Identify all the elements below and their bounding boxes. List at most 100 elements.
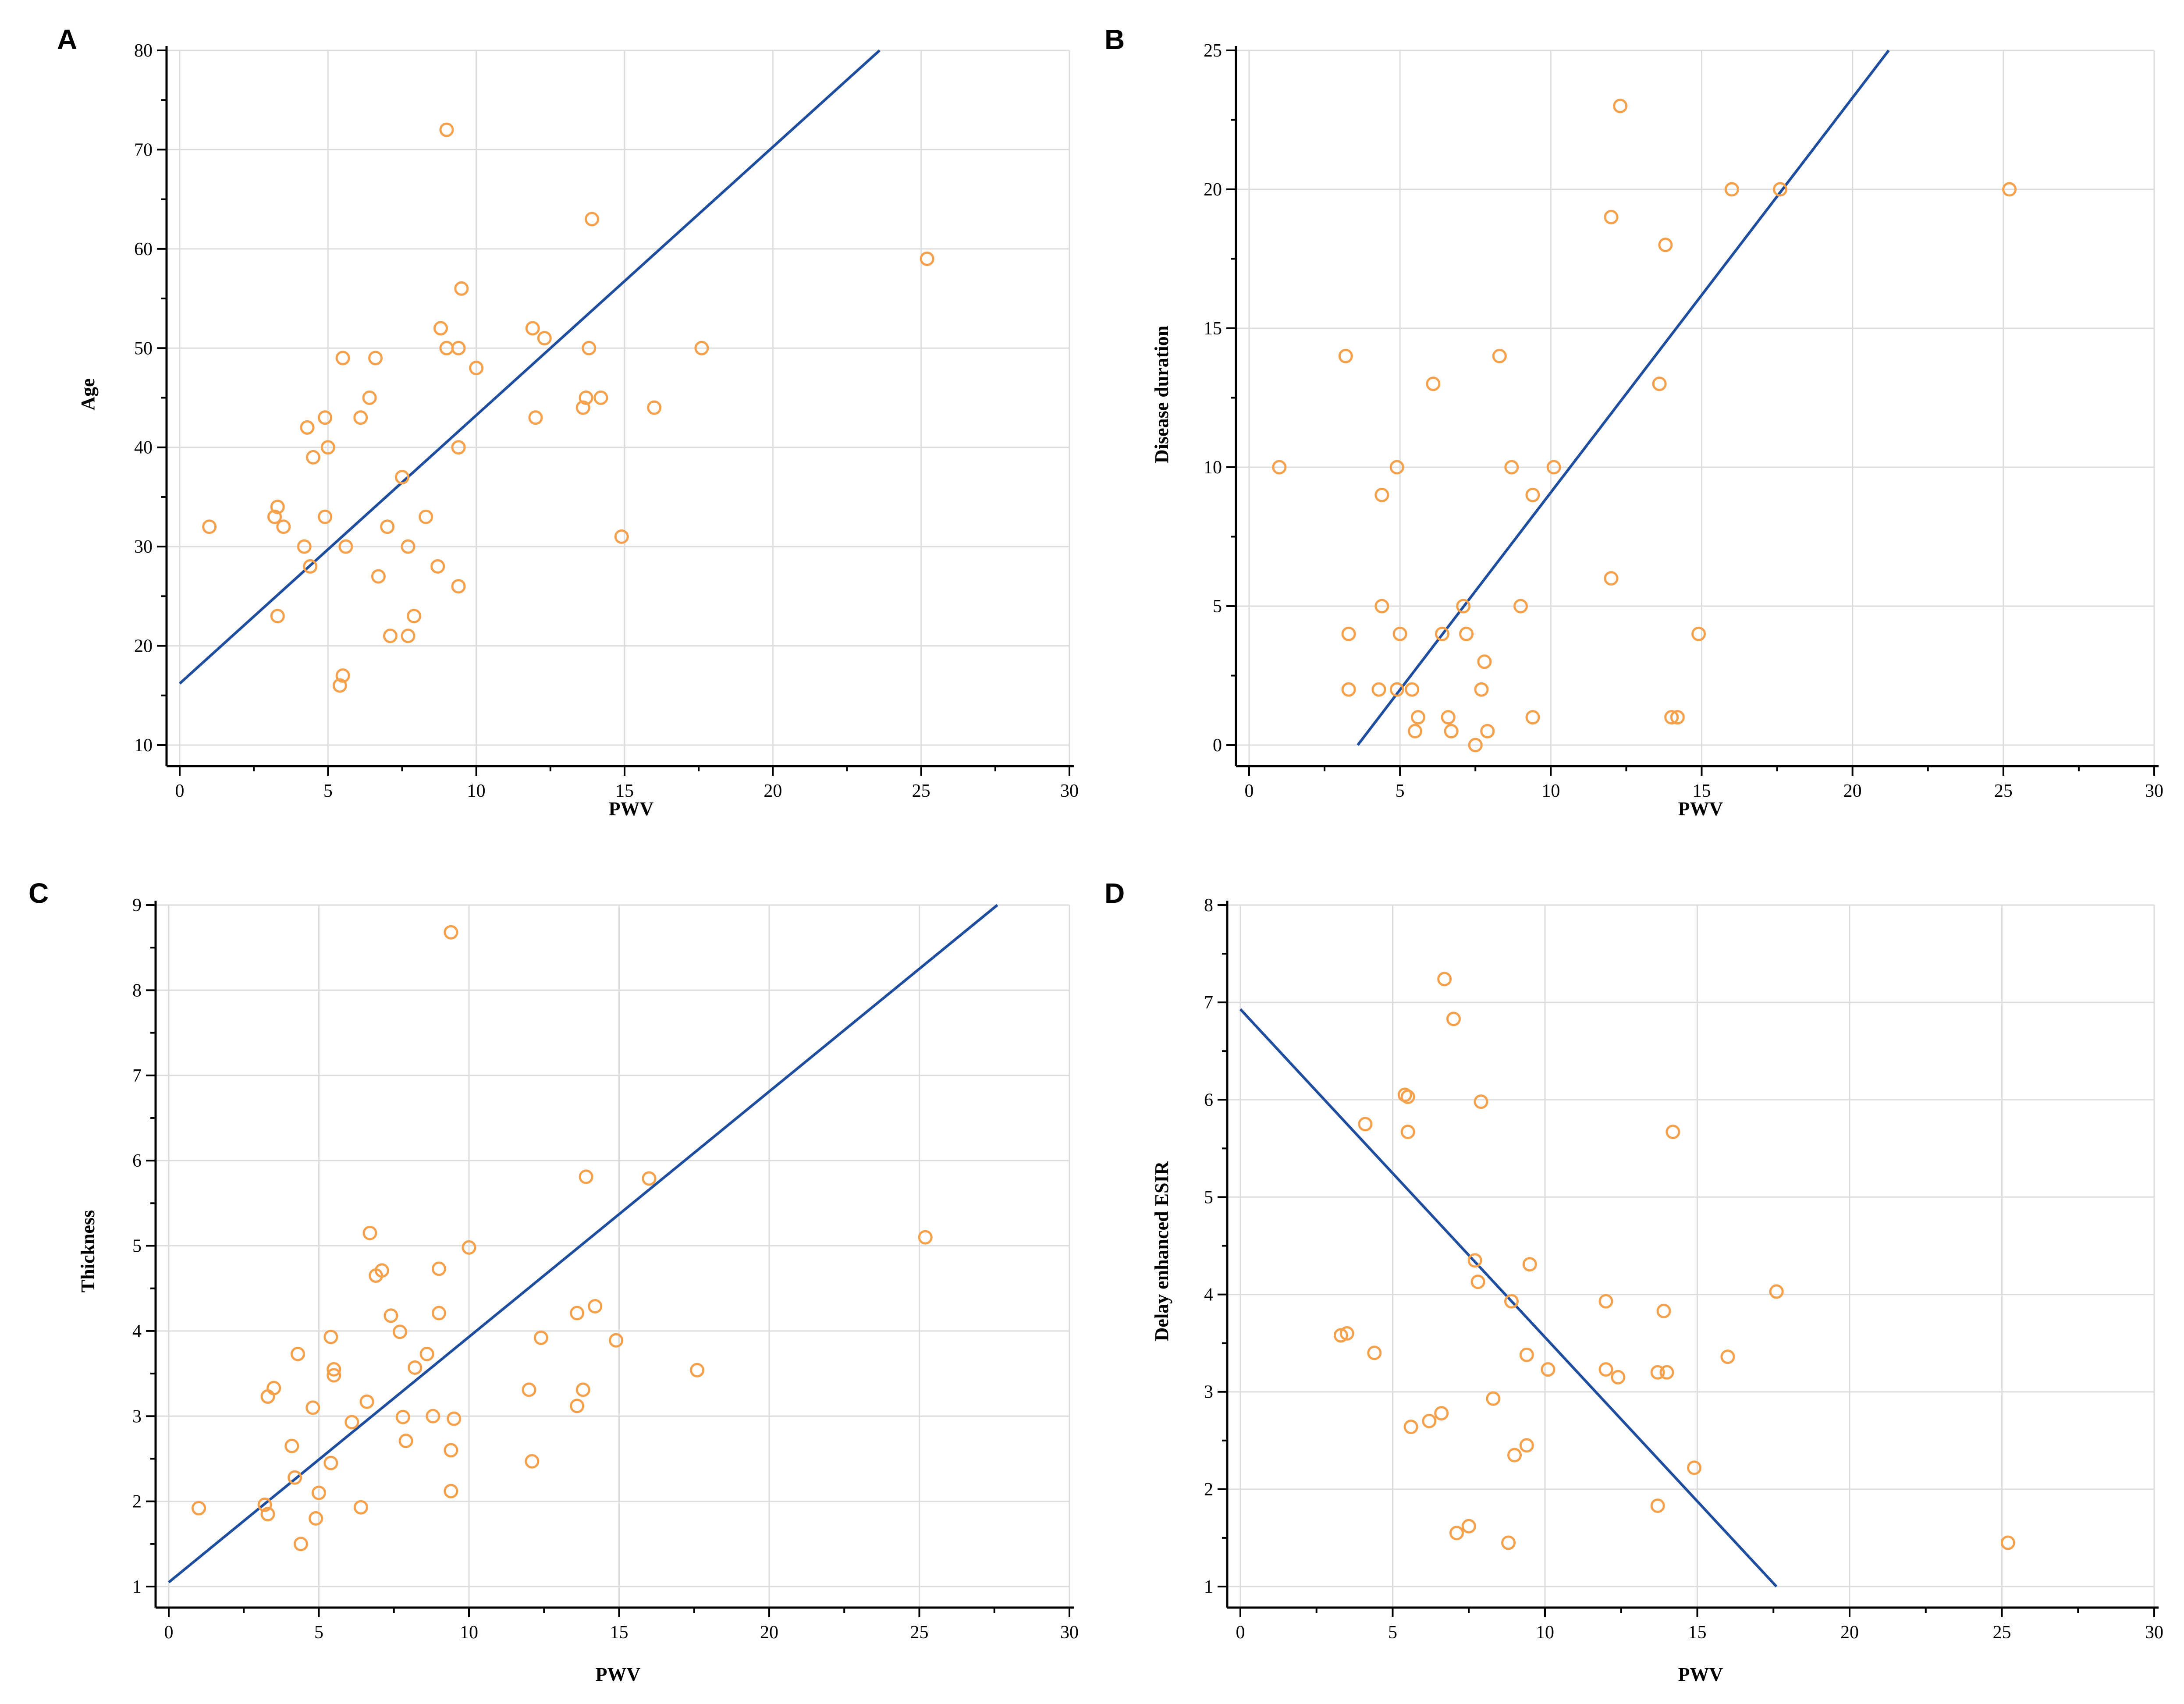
panel-a-data-point (353, 410, 368, 425)
panel-d-data-point (1519, 1438, 1534, 1453)
panel-c-data-point (260, 1507, 275, 1522)
panel-c-data-point (462, 1240, 476, 1255)
panel-c-data-point (522, 1382, 536, 1397)
panel-c-y-tick-label: 6 (132, 1151, 142, 1171)
panel-d-data-point (1659, 1365, 1674, 1380)
panel-a-data-point (335, 351, 350, 366)
panel-b-data-point (1468, 738, 1483, 753)
panel-b-y-tick-label: 25 (1204, 41, 1222, 61)
panel-c-data-point (419, 1346, 434, 1361)
panel-c-data-point (432, 1306, 446, 1321)
panel-d-data-point (1437, 972, 1452, 987)
panel-a-data-point (202, 519, 217, 534)
panel-c-data-point (309, 1511, 323, 1526)
panel-d-data-point (1522, 1257, 1537, 1272)
panel-d-data-point (1611, 1370, 1626, 1384)
panel-d-regression-line (1239, 1008, 1778, 1588)
panel-a-data-point (318, 410, 333, 425)
panel-d-x-tick-label: 10 (1536, 1622, 1554, 1643)
panel-c-data-point (408, 1360, 423, 1375)
panel-d-data-point (1400, 1125, 1415, 1140)
panel-a-data-point (419, 509, 433, 524)
panel-d-data-point (1598, 1362, 1613, 1377)
panel-d-y-tick-label: 7 (1204, 993, 1213, 1013)
panel-b-data-point (1613, 99, 1628, 114)
panel-c-data-point (533, 1330, 548, 1345)
panel-d-data-point (1720, 1349, 1735, 1364)
panel-c-y-tick-label: 1 (132, 1577, 142, 1597)
panel-b-data-point (1772, 182, 1787, 197)
panel-d-data-point (1333, 1328, 1348, 1343)
panel-d-data-point (1504, 1294, 1519, 1309)
panel-c-x-tick-label: 10 (460, 1622, 478, 1643)
panel-a-grid (167, 50, 1070, 766)
panel-c-data-point (257, 1497, 272, 1512)
panel-b-letter: B (1104, 24, 1125, 55)
panel-c-data-point (353, 1500, 368, 1515)
panel-c-x-tick-label: 20 (760, 1622, 778, 1643)
panel-b-data-point (1480, 724, 1495, 738)
panel-a-data-point (585, 212, 600, 227)
panel-b-x-tick-label: 30 (2145, 781, 2163, 801)
panel-b-data-point (1426, 376, 1441, 391)
panel-b-data-point (1724, 182, 1739, 197)
panel-b-data-point (1341, 682, 1356, 697)
panel-c-data-point (374, 1263, 389, 1278)
panel-d-data-point (1666, 1125, 1680, 1140)
panel-a-data-point (368, 351, 383, 366)
panel-a-points (202, 122, 934, 693)
panel-b-data-point (2002, 182, 2017, 197)
panel-a-y-axis-title: Age (77, 378, 99, 410)
panel-a-data-point (694, 341, 709, 355)
panel-a-data-point (383, 628, 398, 643)
panel-c-data-point (444, 1443, 458, 1458)
panel-a-x-tick-label: 20 (764, 781, 782, 801)
panel-a-data-point (537, 331, 552, 346)
panel-d-data-point (1446, 1012, 1461, 1026)
panel-a-data-point (451, 440, 466, 455)
panel-c-data-point (327, 1368, 341, 1383)
panel-a-data-point (469, 361, 484, 376)
panel-d-data-point (1486, 1391, 1501, 1406)
panel-c-x-tick-label: 5 (314, 1622, 323, 1643)
panel-a-x-axis-title: PWV (609, 798, 654, 820)
panel-d-x-tick-label: 20 (1840, 1622, 1859, 1643)
panel-a-data-point (575, 400, 590, 415)
panel-d-y-tick-label: 4 (1204, 1285, 1213, 1305)
panel-a-x-tick-label: 15 (615, 781, 634, 801)
panel-c-data-point (444, 1484, 458, 1498)
panel-a-data-point (451, 579, 466, 594)
panel-a-data-point (395, 470, 409, 485)
panel-c-y-axis-title: Thickness (77, 1210, 99, 1292)
panel-d-data-point (1769, 1284, 1784, 1299)
panel-c-data-point (288, 1470, 302, 1485)
panel-d-y-axis-title: Delay enhanced ESIR (1151, 1161, 1172, 1341)
panel-c-data-point (579, 1169, 593, 1184)
panel-c-data-point (359, 1394, 374, 1409)
panel-b-data-point (1374, 487, 1389, 502)
panel-c-data-point (609, 1333, 624, 1348)
panel-d-data-point (1358, 1117, 1373, 1132)
panel-d-x-tick-label: 5 (1388, 1622, 1397, 1643)
panel-b-y-tick-label: 15 (1204, 319, 1222, 339)
panel-c-data-point (327, 1362, 341, 1377)
panel-d-data-point (1422, 1413, 1437, 1428)
panel-a-data-point (303, 559, 318, 574)
panel-b-y-tick-label: 0 (1213, 735, 1222, 756)
panel-c-data-point (395, 1409, 410, 1424)
panel-b-data-point (1444, 724, 1459, 738)
panel-c-data-point (384, 1308, 398, 1323)
panel-b-points (1272, 99, 2017, 753)
panel-a-data-point (338, 539, 353, 554)
panel-c-x-tick-label: 30 (1060, 1622, 1079, 1643)
panel-b-data-point (1338, 348, 1353, 363)
panel-b-data-point (1405, 682, 1420, 697)
panel-d-data-point (1339, 1326, 1354, 1341)
panel-b-data-point (1374, 599, 1389, 614)
panel-c-data-point (362, 1225, 377, 1240)
panel-c: C PWV Thickness 0 5 10 15 20 25 30 1 2 3 4 5 6 7 8 9 (28, 877, 1079, 1685)
panel-d-x-axis-title: PWV (1678, 1664, 1723, 1685)
panel-a-data-point (614, 529, 629, 544)
panel-c-data-point (293, 1537, 308, 1551)
panel-a-y-tick-label: 40 (134, 438, 153, 458)
